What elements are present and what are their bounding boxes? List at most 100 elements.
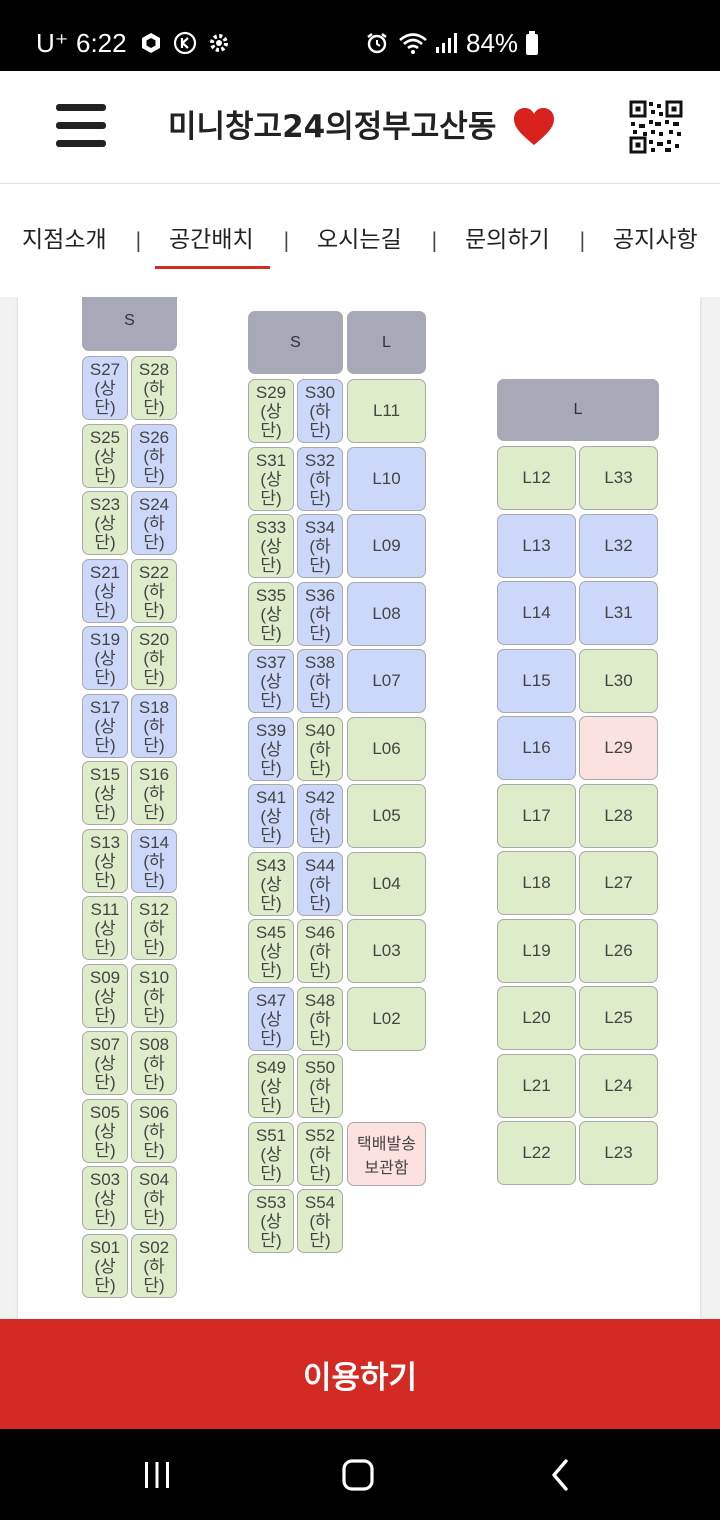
storage-unit-s31[interactable]: S31 (상 단)	[248, 447, 294, 511]
storage-unit-s51[interactable]: S51 (상 단)	[248, 1122, 294, 1186]
storage-unit-s38[interactable]: S38 (하 단)	[297, 649, 343, 713]
storage-unit-l15[interactable]: L15	[497, 649, 576, 713]
storage-unit-l21[interactable]: L21	[497, 1054, 576, 1118]
storage-unit-l26[interactable]: L26	[579, 919, 658, 983]
storage-unit-l27[interactable]: L27	[579, 851, 658, 915]
storage-unit-s20[interactable]: S20 (하 단)	[131, 626, 177, 690]
storage-unit-s03[interactable]: S03 (상 단)	[82, 1166, 128, 1230]
delivery-storage-box[interactable]: 택배발송 보관함	[347, 1122, 426, 1186]
storage-unit-s42[interactable]: S42 (하 단)	[297, 784, 343, 848]
storage-unit-s07[interactable]: S07 (상 단)	[82, 1031, 128, 1095]
use-service-button[interactable]: 이용하기	[0, 1319, 720, 1429]
storage-unit-l20[interactable]: L20	[497, 986, 576, 1050]
storage-unit-s39[interactable]: S39 (상 단)	[248, 717, 294, 781]
home-icon[interactable]	[340, 1457, 376, 1493]
storage-unit-s02[interactable]: S02 (하 단)	[131, 1234, 177, 1298]
storage-unit-l09[interactable]: L09	[347, 514, 426, 578]
storage-unit-s09[interactable]: S09 (상 단)	[82, 964, 128, 1028]
storage-unit-l03[interactable]: L03	[347, 919, 426, 983]
back-icon[interactable]	[546, 1457, 574, 1493]
storage-unit-l08[interactable]: L08	[347, 582, 426, 646]
storage-unit-l32[interactable]: L32	[579, 514, 658, 578]
storage-unit-s14[interactable]: S14 (하 단)	[131, 829, 177, 893]
storage-unit-s37[interactable]: S37 (상 단)	[248, 649, 294, 713]
storage-unit-s41[interactable]: S41 (상 단)	[248, 784, 294, 848]
unit-label-line: (상	[94, 851, 116, 871]
storage-unit-s33[interactable]: S33 (상 단)	[248, 514, 294, 578]
storage-unit-l04[interactable]: L04	[347, 852, 426, 916]
storage-unit-s34[interactable]: S34 (하 단)	[297, 514, 343, 578]
storage-unit-s13[interactable]: S13 (상 단)	[82, 829, 128, 893]
tab-branch-intro[interactable]: 지점소개	[22, 227, 107, 253]
storage-unit-l14[interactable]: L14	[497, 581, 576, 645]
storage-unit-l05[interactable]: L05	[347, 784, 426, 848]
storage-unit-s45[interactable]: S45 (상 단)	[248, 919, 294, 983]
storage-unit-l29[interactable]: L29	[579, 716, 658, 780]
storage-unit-s08[interactable]: S08 (하 단)	[131, 1031, 177, 1095]
storage-unit-l02[interactable]: L02	[347, 987, 426, 1051]
storage-unit-l25[interactable]: L25	[579, 986, 658, 1050]
storage-unit-s28[interactable]: S28 (하 단)	[131, 356, 177, 420]
storage-unit-s48[interactable]: S48 (하 단)	[297, 987, 343, 1051]
storage-unit-s18[interactable]: S18 (하 단)	[131, 694, 177, 758]
storage-unit-l24[interactable]: L24	[579, 1054, 658, 1118]
tab-space-layout[interactable]: 공간배치	[169, 227, 254, 253]
storage-unit-s52[interactable]: S52 (하 단)	[297, 1122, 343, 1186]
storage-unit-l17[interactable]: L17	[497, 784, 576, 848]
storage-unit-s15[interactable]: S15 (상 단)	[82, 761, 128, 825]
storage-unit-s47[interactable]: S47 (상 단)	[248, 987, 294, 1051]
storage-unit-l13[interactable]: L13	[497, 514, 576, 578]
storage-unit-s40[interactable]: S40 (하 단)	[297, 717, 343, 781]
storage-unit-l22[interactable]: L22	[497, 1121, 576, 1185]
tab-directions[interactable]: 오시는길	[317, 227, 402, 253]
storage-unit-l12[interactable]: L12	[497, 446, 576, 510]
storage-unit-s44[interactable]: S44 (하 단)	[297, 852, 343, 916]
storage-unit-l31[interactable]: L31	[579, 581, 658, 645]
storage-unit-s25[interactable]: S25 (상 단)	[82, 424, 128, 488]
tab-notices[interactable]: 공지사항	[613, 227, 698, 253]
storage-unit-s22[interactable]: S22 (하 단)	[131, 559, 177, 623]
storage-unit-s12[interactable]: S12 (하 단)	[131, 896, 177, 960]
storage-unit-s19[interactable]: S19 (상 단)	[82, 626, 128, 690]
storage-unit-s43[interactable]: S43 (상 단)	[248, 852, 294, 916]
storage-unit-s26[interactable]: S26 (하 단)	[131, 424, 177, 488]
storage-unit-s17[interactable]: S17 (상 단)	[82, 694, 128, 758]
hamburger-icon[interactable]	[50, 99, 112, 155]
storage-unit-s04[interactable]: S04 (하 단)	[131, 1166, 177, 1230]
storage-unit-s54[interactable]: S54 (하 단)	[297, 1189, 343, 1253]
storage-unit-s36[interactable]: S36 (하 단)	[297, 582, 343, 646]
storage-unit-s50[interactable]: S50 (하 단)	[297, 1054, 343, 1118]
storage-unit-s53[interactable]: S53 (상 단)	[248, 1189, 294, 1253]
storage-unit-l11[interactable]: L11	[347, 379, 426, 443]
storage-unit-s35[interactable]: S35 (상 단)	[248, 582, 294, 646]
storage-unit-s06[interactable]: S06 (하 단)	[131, 1099, 177, 1163]
storage-unit-s32[interactable]: S32 (하 단)	[297, 447, 343, 511]
storage-unit-s49[interactable]: S49 (상 단)	[248, 1054, 294, 1118]
unit-label-line: S31	[255, 450, 287, 470]
storage-unit-s29[interactable]: S29 (상 단)	[248, 379, 294, 443]
storage-unit-l16[interactable]: L16	[497, 716, 576, 780]
storage-unit-s27[interactable]: S27 (상 단)	[82, 356, 128, 420]
storage-unit-s24[interactable]: S24 (하 단)	[131, 491, 177, 555]
storage-unit-s46[interactable]: S46 (하 단)	[297, 919, 343, 983]
storage-unit-s16[interactable]: S16 (하 단)	[131, 761, 177, 825]
storage-unit-l19[interactable]: L19	[497, 919, 576, 983]
storage-unit-l07[interactable]: L07	[347, 649, 426, 713]
qr-code-icon[interactable]	[629, 100, 683, 154]
storage-unit-l23[interactable]: L23	[579, 1121, 658, 1185]
storage-unit-s23[interactable]: S23 (상 단)	[82, 491, 128, 555]
storage-unit-l06[interactable]: L06	[347, 717, 426, 781]
storage-unit-s01[interactable]: S01 (상 단)	[82, 1234, 128, 1298]
storage-unit-l28[interactable]: L28	[579, 784, 658, 848]
storage-unit-s05[interactable]: S05 (상 단)	[82, 1099, 128, 1163]
recent-apps-icon[interactable]	[141, 1459, 173, 1491]
storage-unit-l10[interactable]: L10	[347, 447, 426, 511]
tab-inquiry[interactable]: 문의하기	[465, 227, 550, 253]
storage-unit-l33[interactable]: L33	[579, 446, 658, 510]
storage-unit-s11[interactable]: S11 (상 단)	[82, 896, 128, 960]
storage-unit-s21[interactable]: S21 (상 단)	[82, 559, 128, 623]
storage-unit-s10[interactable]: S10 (하 단)	[131, 964, 177, 1028]
storage-unit-s30[interactable]: S30 (하 단)	[297, 379, 343, 443]
storage-unit-l30[interactable]: L30	[579, 649, 658, 713]
storage-unit-l18[interactable]: L18	[497, 851, 576, 915]
